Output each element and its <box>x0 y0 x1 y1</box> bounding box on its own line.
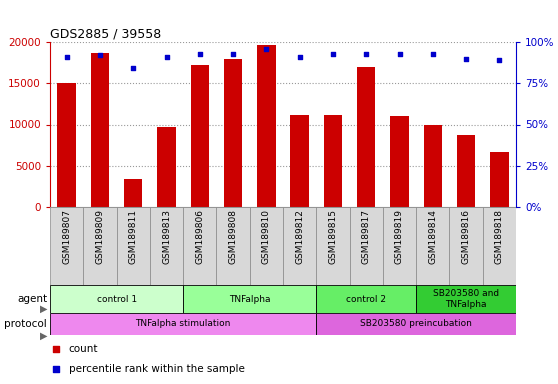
Bar <box>57 83 76 207</box>
Text: SB203580 and
TNFalpha: SB203580 and TNFalpha <box>433 289 499 309</box>
Text: GDS2885 / 39558: GDS2885 / 39558 <box>50 27 161 40</box>
Text: GSM189809: GSM189809 <box>95 209 104 264</box>
Bar <box>124 179 142 207</box>
Text: GSM189808: GSM189808 <box>229 209 238 264</box>
Bar <box>483 207 516 285</box>
Bar <box>50 285 183 313</box>
Text: percentile rank within the sample: percentile rank within the sample <box>69 364 244 374</box>
Point <box>195 50 204 56</box>
Bar <box>324 116 342 207</box>
Bar <box>316 313 516 335</box>
Bar <box>117 207 150 285</box>
Text: GSM189819: GSM189819 <box>395 209 404 264</box>
Point <box>62 54 71 60</box>
Bar <box>316 207 349 285</box>
Point <box>295 54 304 60</box>
Point <box>362 50 371 56</box>
Bar <box>191 65 209 207</box>
Text: control 2: control 2 <box>346 295 386 303</box>
Point <box>329 68 338 74</box>
Point <box>329 50 338 56</box>
Point <box>329 252 338 258</box>
Bar <box>416 285 516 313</box>
Point <box>162 54 171 60</box>
Text: agent: agent <box>17 294 47 304</box>
Bar <box>383 207 416 285</box>
Bar <box>357 67 376 207</box>
Bar <box>316 285 416 313</box>
Text: GSM189814: GSM189814 <box>429 209 437 264</box>
Text: GSM189810: GSM189810 <box>262 209 271 264</box>
Point <box>95 52 104 58</box>
Bar <box>183 285 316 313</box>
Text: GSM189818: GSM189818 <box>495 209 504 264</box>
Text: GSM189815: GSM189815 <box>329 209 338 264</box>
Bar <box>83 207 117 285</box>
Text: GSM189813: GSM189813 <box>162 209 171 264</box>
Bar <box>416 207 449 285</box>
Text: GSM189807: GSM189807 <box>62 209 71 264</box>
Text: TNFalpha: TNFalpha <box>229 295 271 303</box>
Text: protocol: protocol <box>4 319 47 329</box>
Bar <box>291 114 309 207</box>
Text: count: count <box>69 344 98 354</box>
Point <box>395 50 404 56</box>
Bar <box>183 207 217 285</box>
Bar <box>424 124 442 207</box>
Bar <box>349 207 383 285</box>
Point <box>129 65 138 71</box>
Point <box>262 46 271 52</box>
Bar <box>224 59 242 207</box>
Bar <box>391 116 408 207</box>
Text: GSM189816: GSM189816 <box>461 209 470 264</box>
Bar <box>50 207 83 285</box>
Text: control 1: control 1 <box>97 295 137 303</box>
Bar <box>91 53 109 207</box>
Bar <box>490 152 508 207</box>
Bar <box>50 313 316 335</box>
Bar <box>150 207 183 285</box>
Bar <box>283 207 316 285</box>
Text: GSM189817: GSM189817 <box>362 209 371 264</box>
Text: GSM189811: GSM189811 <box>129 209 138 264</box>
Bar <box>157 127 176 207</box>
Point <box>429 50 437 56</box>
Text: GSM189806: GSM189806 <box>195 209 204 264</box>
Text: GSM189812: GSM189812 <box>295 209 304 264</box>
Text: ▶: ▶ <box>40 304 47 314</box>
Point <box>495 57 504 63</box>
Point <box>229 50 238 56</box>
Bar <box>449 207 483 285</box>
Point <box>461 55 470 61</box>
Bar <box>250 207 283 285</box>
Bar <box>257 45 276 207</box>
Text: SB203580 preincubation: SB203580 preincubation <box>360 319 472 328</box>
Bar <box>457 135 475 207</box>
Bar <box>217 207 250 285</box>
Text: ▶: ▶ <box>40 331 47 341</box>
Text: TNFalpha stimulation: TNFalpha stimulation <box>136 319 231 328</box>
